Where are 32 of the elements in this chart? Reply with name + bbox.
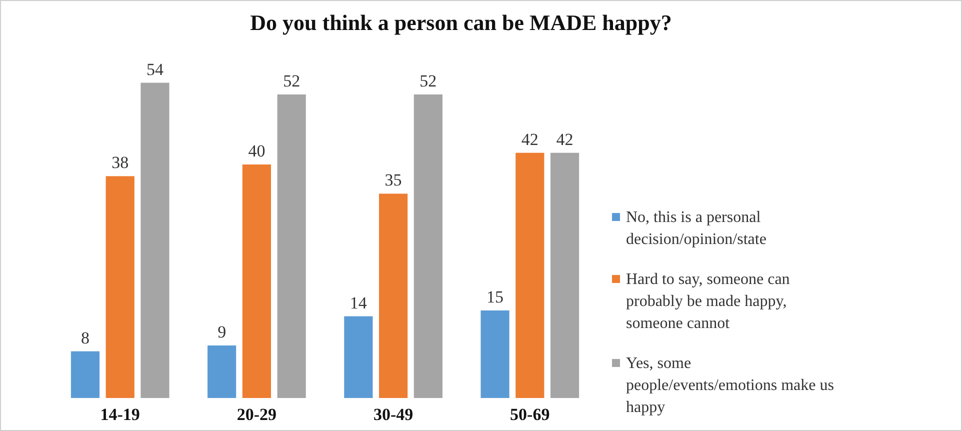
- data-label: 42: [521, 130, 538, 149]
- bar: [344, 316, 373, 398]
- legend-label: Yes, some people/events/emotions make us happy: [626, 355, 834, 416]
- bar: [516, 152, 544, 398]
- data-label: 14: [350, 293, 368, 312]
- data-label: 9: [218, 322, 226, 342]
- bar: [277, 94, 306, 398]
- bar: [242, 164, 271, 398]
- bar: [208, 345, 236, 398]
- x-tick-label: 14-19: [100, 405, 140, 424]
- x-tick-label: 20-29: [236, 405, 277, 424]
- bar: [414, 94, 442, 398]
- data-label: 52: [420, 71, 437, 90]
- data-label: 35: [384, 170, 402, 190]
- bar: [70, 351, 100, 398]
- bar: [140, 82, 170, 398]
- data-label: 40: [248, 141, 266, 160]
- data-label: 54: [146, 60, 164, 79]
- bar: [480, 310, 510, 398]
- bar: [550, 152, 580, 398]
- bar: [106, 176, 134, 398]
- legend-label: No, this is a personal decision/opinion/state: [626, 209, 766, 248]
- data-label: 52: [283, 71, 300, 90]
- x-tick-label: 50-69: [510, 405, 550, 424]
- bar: [379, 194, 408, 398]
- data-label: 8: [80, 328, 90, 348]
- x-tick-label: 30-49: [373, 405, 414, 424]
- data-label: 38: [112, 153, 129, 172]
- data-label: 42: [556, 130, 574, 149]
- legend-label: Hard to say, someone can probably be made happy, someone cannot: [626, 271, 790, 332]
- data-label: 15: [486, 287, 504, 306]
- chart-title: Do you think a person can be MADE happy?: [250, 10, 672, 35]
